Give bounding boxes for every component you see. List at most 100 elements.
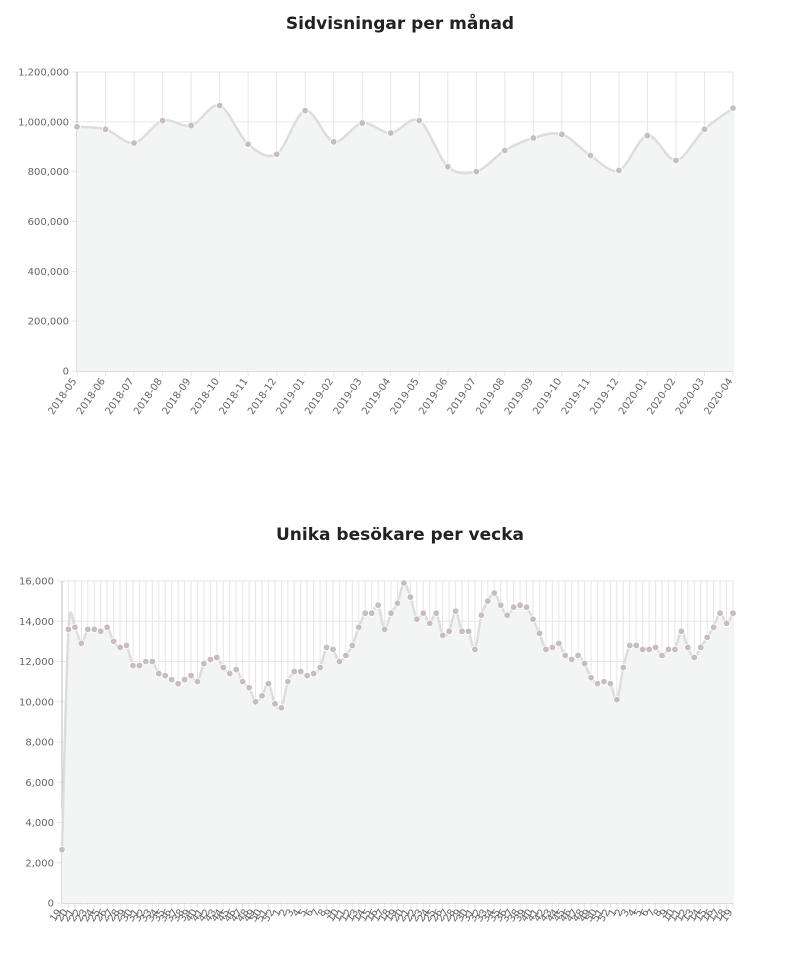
data-point [251,698,260,706]
data-point [615,166,623,175]
x-tick-label: 1 [607,907,620,919]
x-tick-label: 3 [620,907,633,919]
data-point [574,651,582,660]
data-point [600,677,608,686]
data-point [245,683,253,692]
x-tick-label: 4 [626,907,639,919]
data-point [593,679,602,688]
y-tick-label: 14,000 [19,617,54,628]
data-point [187,121,195,130]
data-point [729,609,737,617]
data-point [548,643,557,652]
x-tick-label: 9 [658,907,671,919]
data-point [400,579,408,587]
x-tick-label: 2 [278,907,291,919]
data-point [568,655,576,664]
data-point [632,641,640,650]
y-tick-label: 6,000 [25,778,54,789]
data-point [458,627,466,636]
x-tick-label: 8 [316,907,329,919]
data-point [71,623,79,631]
data-point [690,653,698,662]
data-point [271,700,279,708]
data-point [529,134,538,142]
data-point [322,643,331,652]
x-tick-label: 4 [291,907,304,919]
data-point [77,639,86,648]
data-point [626,641,634,650]
chart-title-visitors: Unika besökare per vecka [275,525,524,545]
data-point [451,607,460,615]
data-point [213,653,221,662]
data-point [684,643,692,652]
data-point [301,106,309,115]
data-point [206,655,215,664]
data-point [97,627,105,636]
data-point [258,692,266,700]
data-point [309,669,318,678]
data-point [380,625,389,633]
data-point [277,704,286,712]
data-point [426,619,434,627]
data-point [238,677,247,686]
data-point [367,609,376,617]
y-tick-label: 8,000 [25,738,54,749]
data-point [374,601,382,609]
data-point [672,156,680,165]
y-tick-label: 1,000,000 [18,117,69,128]
data-point [432,609,440,617]
data-point [161,671,169,680]
data-point [109,637,118,646]
data-point [148,657,157,666]
y-tick-label: 400,000 [28,267,69,278]
data-point [472,167,481,176]
data-point [84,625,92,633]
y-tick-label: 0 [63,367,69,378]
data-point [613,696,621,704]
data-point [142,657,150,666]
x-tick-label: 5 [297,907,310,919]
data-point [406,593,415,601]
data-point [697,643,705,652]
x-tick-label: 2 [613,907,626,919]
y-tick-label: 0 [48,899,54,910]
data-point [535,629,544,638]
x-tick-label: 6 [303,907,316,919]
data-point [180,675,189,684]
data-point [700,125,709,134]
x-tick-label: 7 [310,907,323,919]
data-point [135,661,144,670]
y-tick-label: 12,000 [19,657,54,668]
data-point [444,162,452,171]
data-point [387,609,395,617]
data-point [501,146,509,155]
chart-title-pageviews: Sidvisningar per månad [285,14,515,34]
x-tick-label: 5 [632,907,645,919]
data-point [290,667,298,676]
data-point [219,663,227,672]
data-point [187,671,195,680]
x-tick-label: 9 [323,907,336,919]
data-point [348,641,357,650]
data-point [529,615,537,623]
data-point [200,659,208,668]
data-point [558,130,566,138]
data-point [264,679,273,688]
data-point [484,597,492,605]
y-tick-label: 800,000 [28,167,69,178]
data-point [174,679,182,688]
x-tick-label: 8 [652,907,665,919]
data-point [587,673,595,682]
data-point [316,663,324,672]
data-point [413,615,421,623]
data-point [419,609,428,617]
data-point [167,675,176,684]
data-point [226,669,234,678]
data-point [342,651,350,660]
data-point [116,643,124,652]
data-point [722,619,731,627]
y-tick-label: 1,200,000 [18,68,69,79]
data-point [664,645,673,654]
data-point [703,633,711,642]
